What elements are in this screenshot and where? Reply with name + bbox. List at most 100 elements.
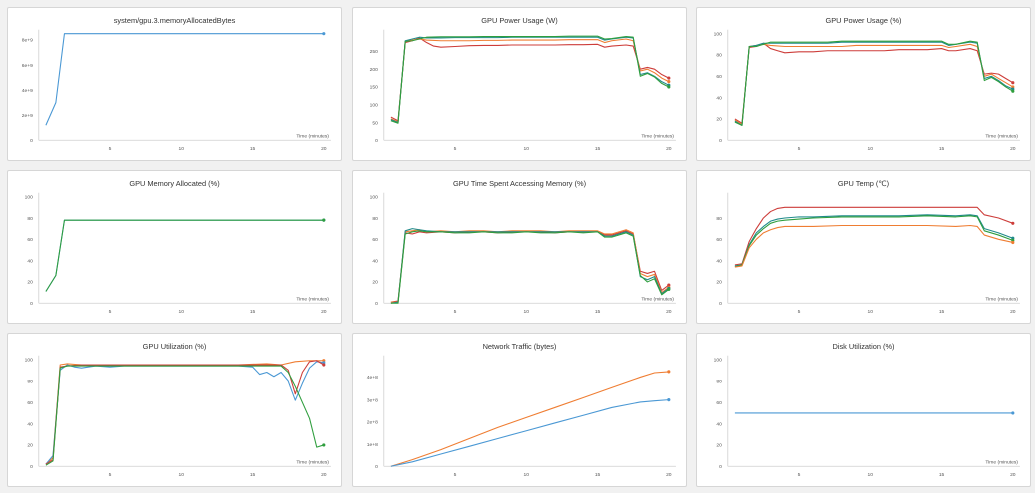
y-tick-label: 50 [372, 120, 378, 126]
series-end-point [1011, 240, 1015, 245]
x-tick-label: 15 [939, 146, 945, 152]
chart-panel[interactable]: GPU Power Usage (%) 0 20 40 60 80 100 5 10 15 20 Ti… [696, 7, 1031, 161]
x-tick-label: 15 [250, 472, 256, 478]
x-tick-label: 20 [666, 309, 672, 315]
x-axis-label: Time (minutes) [985, 296, 1018, 302]
y-tick-label: 4e+8 [367, 375, 378, 381]
chart-title: GPU Time Spent Accessing Memory (%) [453, 179, 586, 188]
chart-title: GPU Temp (℃) [838, 179, 889, 188]
series-line [390, 36, 670, 124]
y-tick-label: 0 [375, 301, 378, 307]
y-tick-label: 60 [372, 237, 378, 243]
x-tick-label: 10 [868, 146, 874, 152]
chart-title: GPU Utilization (%) [143, 342, 207, 351]
y-tick-label: 0 [30, 138, 33, 144]
x-axis-label: Time (minutes) [985, 133, 1018, 139]
y-tick-label: 0 [719, 301, 722, 307]
y-tick-label: 0 [375, 138, 378, 144]
series-end-point [667, 85, 671, 89]
y-tick-label: 60 [27, 237, 33, 243]
series-end-point [1011, 411, 1015, 415]
chart-svg: GPU Temp (℃) 0 20 40 60 80 5 10 15 20 Time (minute… [716, 179, 1020, 315]
series-line [734, 43, 1014, 125]
y-tick-label: 80 [27, 216, 33, 222]
y-tick-label: 80 [372, 216, 378, 222]
y-tick-label: 100 [370, 194, 378, 200]
x-tick-label: 20 [321, 309, 327, 315]
y-tick-label: 20 [716, 280, 722, 286]
y-tick-label: 200 [370, 67, 378, 73]
chart-panel[interactable]: Network Traffic (bytes) 0 1e+8 2e+8 3e+8 4e+8… [352, 333, 687, 487]
series-line [45, 219, 324, 292]
y-tick-label: 6e+9 [22, 63, 33, 69]
series-end-point [667, 370, 671, 374]
x-tick-label: 10 [524, 146, 530, 152]
chart-panel[interactable]: Disk Utilization (%) 0 20 40 60 80 100 5 10 15 20 T… [696, 333, 1031, 487]
chart-panel[interactable]: system/gpu.3.memoryAllocatedBytes 0 2e+9 4e… [7, 7, 342, 161]
y-tick-label: 20 [716, 443, 722, 449]
y-tick-label: 20 [372, 280, 378, 286]
x-axis-label: Time (minutes) [296, 459, 329, 465]
series-line [734, 41, 1014, 126]
y-tick-label: 20 [716, 117, 722, 123]
chart-panel[interactable]: GPU Power Usage (W) 0 50 100 150 200 250 5 10 15 2… [352, 7, 687, 161]
series-line [734, 224, 1013, 268]
series-line [45, 360, 325, 465]
series-line [45, 219, 324, 292]
y-tick-label: 0 [719, 138, 722, 144]
x-tick-label: 5 [109, 146, 112, 152]
chart-svg: Disk Utilization (%) 0 20 40 60 80 100 5 10 15 20 T… [714, 342, 1020, 478]
x-tick-label: 20 [321, 146, 327, 152]
x-tick-label: 10 [524, 472, 530, 478]
x-tick-label: 10 [868, 309, 874, 315]
x-tick-label: 20 [1010, 309, 1016, 315]
series-line [45, 360, 324, 465]
x-tick-label: 15 [595, 309, 601, 315]
series-end-point [1011, 89, 1015, 93]
y-tick-label: 40 [716, 258, 722, 264]
series-end-point [667, 398, 671, 402]
x-tick-label: 5 [454, 146, 457, 152]
x-tick-label: 20 [321, 472, 327, 478]
x-tick-label: 10 [179, 472, 185, 478]
chart-panel[interactable]: GPU Utilization (%) 0 20 40 60 80 100 5 10 15 20 Ti… [7, 333, 342, 487]
y-tick-label: 100 [714, 31, 722, 37]
y-tick-label: 40 [716, 95, 722, 101]
y-tick-label: 60 [716, 400, 722, 406]
y-tick-label: 60 [27, 400, 33, 406]
y-tick-label: 0 [375, 464, 378, 470]
series-line [390, 37, 670, 122]
y-tick-label: 100 [370, 103, 378, 109]
y-tick-label: 20 [27, 443, 33, 449]
x-axis-label: Time (minutes) [296, 296, 329, 302]
x-tick-label: 5 [798, 309, 801, 315]
series-line [390, 230, 670, 304]
y-tick-label: 80 [716, 379, 722, 385]
chart-title: GPU Memory Allocated (%) [129, 179, 219, 188]
x-tick-label: 15 [595, 472, 601, 478]
chart-panel[interactable]: GPU Time Spent Accessing Memory (%) 0 20 40… [352, 170, 687, 324]
x-tick-label: 5 [109, 472, 112, 478]
y-tick-label: 2e+9 [22, 113, 33, 119]
x-tick-label: 5 [798, 146, 801, 152]
chart-panel[interactable]: GPU Temp (℃) 0 20 40 60 80 5 10 15 20 Time (minute… [696, 170, 1031, 324]
chart-title: GPU Power Usage (W) [481, 16, 557, 25]
y-tick-label: 40 [27, 258, 33, 264]
x-tick-label: 15 [250, 146, 256, 152]
chart-svg: Network Traffic (bytes) 0 1e+8 2e+8 3e+8 4e+8… [367, 342, 676, 478]
series-line [734, 40, 1014, 126]
chart-panel[interactable]: GPU Memory Allocated (%) 0 20 40 60 80 100 5 10 1… [7, 170, 342, 324]
series-end-point [1011, 221, 1015, 225]
x-tick-label: 10 [524, 309, 530, 315]
y-tick-label: 60 [716, 74, 722, 80]
series-line [45, 361, 324, 465]
y-tick-label: 40 [372, 258, 378, 264]
series-line [390, 229, 670, 303]
chart-svg: GPU Memory Allocated (%) 0 20 40 60 80 100 5 10 1… [25, 179, 331, 315]
y-tick-label: 8e+9 [22, 38, 33, 44]
y-tick-label: 250 [370, 49, 378, 55]
y-tick-label: 1e+8 [367, 442, 378, 448]
y-tick-label: 0 [719, 464, 722, 470]
y-tick-label: 0 [30, 301, 33, 307]
x-tick-label: 20 [1010, 472, 1016, 478]
